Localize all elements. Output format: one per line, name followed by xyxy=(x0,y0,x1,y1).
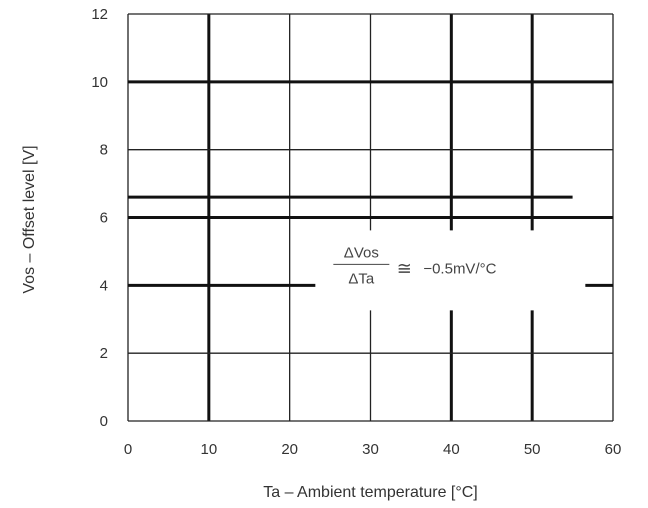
annotation-value: −0.5mV/°C xyxy=(423,260,496,277)
x-tick-label: 20 xyxy=(281,441,298,458)
y-tick-label: 12 xyxy=(91,6,108,23)
annotation-numerator: ΔVos xyxy=(344,244,379,261)
x-tick-label: 10 xyxy=(200,441,217,458)
x-axis-label: Ta – Ambient temperature [°C] xyxy=(263,484,478,501)
y-tick-label: 8 xyxy=(100,142,108,159)
y-tick-labels: 0 2 4 6 8 10 12 xyxy=(91,6,108,430)
annotation-background xyxy=(315,230,586,311)
annotation-approx-symbol: ≅ xyxy=(397,258,412,278)
chart-annotation: ΔVos ΔTa ≅ −0.5mV/°C xyxy=(315,230,586,311)
y-tick-label: 2 xyxy=(100,345,108,362)
x-tick-label: 30 xyxy=(362,441,379,458)
y-tick-label: 10 xyxy=(91,74,108,91)
x-tick-labels: 0 10 20 30 40 50 60 xyxy=(124,441,622,458)
x-tick-label: 0 xyxy=(124,441,132,458)
x-tick-label: 40 xyxy=(443,441,460,458)
x-tick-label: 50 xyxy=(524,441,541,458)
y-tick-label: 0 xyxy=(100,413,108,430)
x-tick-label: 60 xyxy=(605,441,622,458)
y-axis-label: Vos – Offset level [V] xyxy=(21,145,38,293)
annotation-denominator: ΔTa xyxy=(348,270,375,287)
chart-grid xyxy=(127,13,614,422)
y-tick-label: 6 xyxy=(100,210,108,227)
y-tick-label: 4 xyxy=(100,277,108,294)
